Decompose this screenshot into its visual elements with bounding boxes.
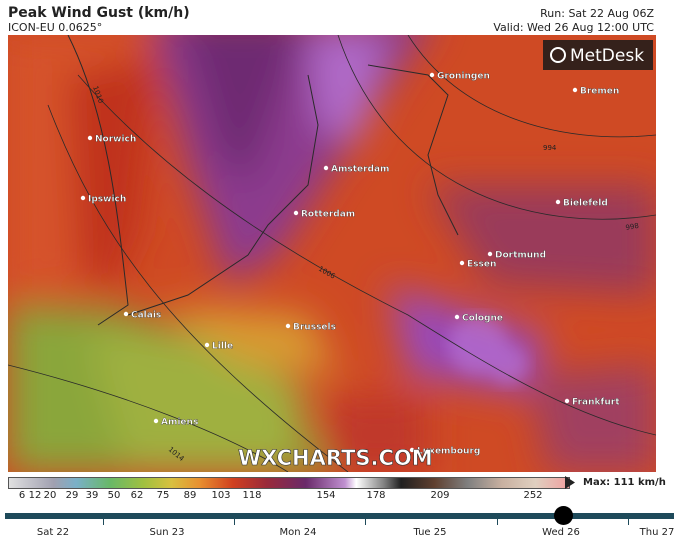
colorbar-tick: 252 — [523, 490, 543, 501]
timeline-tick — [628, 519, 629, 525]
title: Peak Wind Gust (km/h) — [8, 5, 190, 21]
city-label: Frankfurt — [572, 398, 620, 408]
logo: MetDesk — [570, 46, 644, 66]
city-dot — [572, 87, 578, 93]
city-dot — [409, 447, 415, 453]
city-label: Rotterdam — [301, 210, 355, 220]
city-dot — [87, 135, 93, 141]
colorbar-arrow — [565, 476, 575, 489]
city-label: Bielefeld — [563, 199, 608, 209]
colorbar-tick: 20 — [43, 490, 57, 501]
city-dot — [285, 323, 291, 329]
timeline-bar[interactable] — [5, 513, 674, 519]
colorbar-tick: 29 — [65, 490, 79, 501]
timeline-day[interactable]: Tue 25 — [413, 527, 447, 538]
colorbar — [8, 477, 570, 489]
city-label: Ipswich — [88, 195, 126, 205]
city-dot — [80, 195, 86, 201]
timeline-tick — [103, 519, 104, 525]
timeline-handle[interactable] — [554, 506, 573, 525]
watermark: WXCHARTS.COM — [238, 446, 433, 470]
timeline-tick — [365, 519, 366, 525]
city-label: Norwich — [95, 135, 136, 145]
city-dot — [429, 72, 435, 78]
model: ICON-EU 0.0625° — [8, 21, 103, 34]
isobar-label: 998 — [625, 222, 640, 232]
colorbar-tick: 118 — [242, 490, 262, 501]
colorbar-tick: 50 — [107, 490, 121, 501]
city-label: Cologne — [462, 314, 503, 324]
city-dot — [323, 165, 329, 171]
city-label: Amiens — [161, 418, 198, 428]
city-dot — [555, 199, 561, 205]
city-label: Bremen — [580, 87, 619, 97]
city-dot — [564, 398, 570, 404]
city-label: Brussels — [293, 323, 336, 333]
timeline-day[interactable]: Wed 26 — [542, 527, 580, 538]
colorbar-tick: 89 — [183, 490, 197, 501]
city-dot — [487, 251, 493, 257]
timeline-day[interactable]: Mon 24 — [279, 527, 317, 538]
max-label: Max: 111 km/h — [583, 477, 666, 488]
timeline-day[interactable]: Sat 22 — [36, 527, 70, 538]
colorbar-tick: 12 — [28, 490, 42, 501]
city-label: Groningen — [437, 72, 490, 82]
colorbar-tick: 178 — [366, 490, 386, 501]
colorbar-tick: 75 — [156, 490, 170, 501]
city-dot — [293, 210, 299, 216]
colorbar-tick: 103 — [211, 490, 231, 501]
colorbar-tick: 6 — [18, 490, 26, 501]
timeline-day[interactable]: Sun 23 — [149, 527, 185, 538]
city-label: Dortmund — [495, 251, 546, 261]
city-label: Essen — [467, 260, 496, 270]
city-label: Luxembourg — [417, 447, 480, 457]
city-dot — [153, 418, 159, 424]
timeline-tick — [234, 519, 235, 525]
colorbar-tick: 62 — [130, 490, 144, 501]
city-dot — [123, 311, 129, 317]
timeline-tick — [497, 519, 498, 525]
city-dot — [204, 342, 210, 348]
isobar-label: 994 — [543, 144, 557, 152]
run: Run: Sat 22 Aug 06Z — [540, 7, 654, 20]
colorbar-tick: 154 — [316, 490, 336, 501]
timeline-day[interactable]: Thu 27 — [639, 527, 674, 538]
city-label: Lille — [212, 342, 233, 352]
valid: Valid: Wed 26 Aug 12:00 UTC — [493, 21, 654, 34]
city-dot — [459, 260, 465, 266]
city-dot — [454, 314, 460, 320]
colorbar-tick: 209 — [430, 490, 450, 501]
city-label: Calais — [131, 311, 161, 321]
colorbar-tick: 39 — [85, 490, 99, 501]
city-label: Amsterdam — [331, 165, 389, 175]
